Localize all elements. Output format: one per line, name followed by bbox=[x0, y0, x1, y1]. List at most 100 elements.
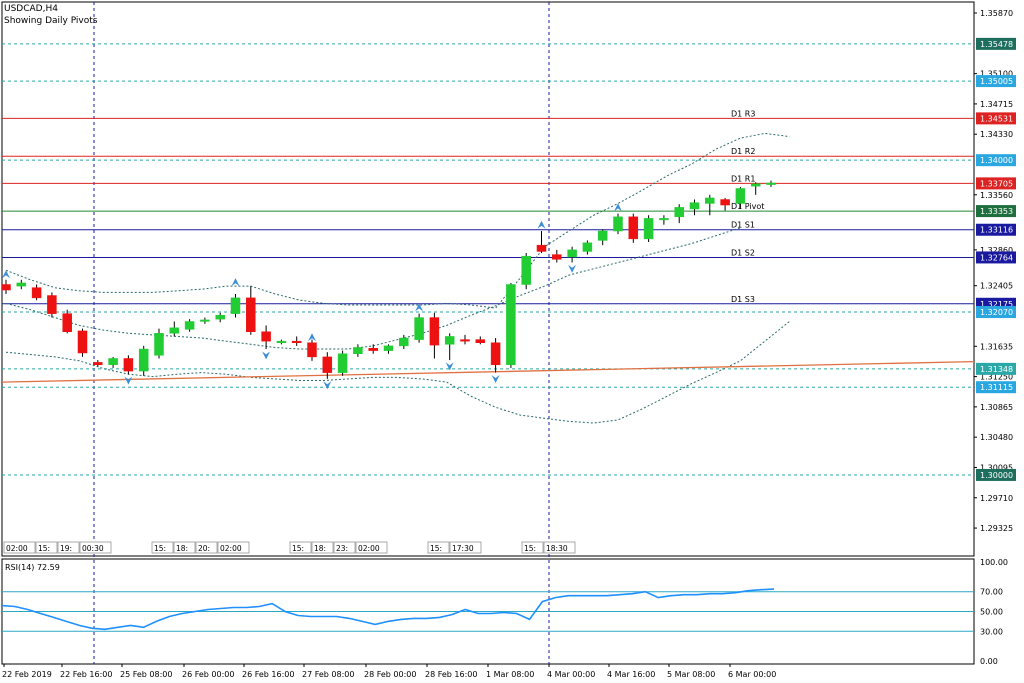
candle-body bbox=[567, 249, 577, 258]
candle-body bbox=[735, 188, 746, 204]
price-tag bbox=[976, 381, 1016, 394]
price-tag-label: 1.31348 bbox=[980, 365, 1013, 374]
price-tick-label: 1.31635 bbox=[980, 342, 1013, 351]
candle-body bbox=[475, 339, 486, 343]
price-tag-label: 1.31115 bbox=[980, 383, 1013, 392]
session-box bbox=[289, 541, 312, 554]
candle-body bbox=[674, 207, 684, 218]
candle-body bbox=[705, 197, 715, 204]
rsi-tick-label: 0.00 bbox=[980, 657, 998, 666]
fractal-down-icon bbox=[124, 376, 133, 385]
price-tick-label: 1.29710 bbox=[980, 494, 1013, 503]
candle-body bbox=[368, 348, 378, 351]
session-box-label: 02:00 bbox=[358, 544, 380, 553]
session-box-label: 15: bbox=[38, 544, 50, 553]
candle-body bbox=[169, 327, 180, 334]
candle-body bbox=[276, 340, 287, 343]
candle-body bbox=[613, 216, 623, 232]
candle-body bbox=[230, 297, 241, 314]
candle-body bbox=[597, 230, 608, 241]
indicator-caption: Showing Daily Pivots bbox=[4, 16, 98, 26]
session-box bbox=[427, 541, 450, 554]
pivot-label: D1 R1 bbox=[731, 174, 755, 183]
session-box-label: 02:00 bbox=[6, 544, 28, 553]
pivot-label: D1 S1 bbox=[731, 221, 755, 230]
fractal-down-icon bbox=[323, 381, 332, 390]
candle-body bbox=[307, 342, 317, 358]
session-box bbox=[195, 541, 218, 554]
price-tick-label: 1.30095 bbox=[980, 463, 1013, 472]
price-tag bbox=[976, 251, 1016, 264]
session-box-label: 18:30 bbox=[546, 544, 568, 553]
price-tag bbox=[976, 112, 1016, 125]
rsi-tick-label: 30.00 bbox=[980, 627, 1003, 636]
time-tick-label: 4 Mar 00:00 bbox=[547, 670, 595, 679]
candle-body bbox=[414, 317, 424, 340]
time-tick-label: 26 Feb 16:00 bbox=[242, 670, 294, 679]
symbol-title: USDCAD,H4 bbox=[4, 4, 58, 14]
pivot-label: D1 S2 bbox=[731, 248, 755, 257]
candle-body bbox=[460, 339, 470, 342]
lower-band-line bbox=[5, 321, 790, 424]
candle-body bbox=[291, 340, 302, 343]
candle-body bbox=[490, 342, 501, 366]
session-box-label: 15: bbox=[154, 544, 166, 553]
price-tick-label: 1.32405 bbox=[980, 282, 1013, 291]
session-box bbox=[79, 541, 112, 554]
candle-body bbox=[689, 202, 700, 210]
time-tick-label: 28 Feb 00:00 bbox=[364, 670, 416, 679]
session-box-label: 17:30 bbox=[452, 544, 474, 553]
price-tag bbox=[976, 154, 1016, 167]
price-tag-label: 1.35478 bbox=[980, 40, 1013, 49]
fractal-down-icon bbox=[445, 362, 454, 371]
session-box bbox=[57, 541, 80, 554]
pivot-label: D1 S3 bbox=[731, 295, 755, 304]
session-box bbox=[449, 541, 482, 554]
price-tick-label: 1.35100 bbox=[980, 70, 1013, 79]
time-tick-label: 1 Mar 08:00 bbox=[486, 670, 534, 679]
rsi-line bbox=[1, 588, 775, 631]
pivot-label: D1 R3 bbox=[731, 109, 755, 118]
price-tag bbox=[976, 75, 1016, 88]
candle-body bbox=[582, 242, 593, 252]
price-tick-label: 1.30480 bbox=[980, 433, 1013, 442]
price-tick-label: 1.33560 bbox=[980, 191, 1013, 200]
candle-body bbox=[93, 362, 103, 366]
fractal-up-icon bbox=[2, 270, 10, 279]
session-box-label: 19: bbox=[60, 544, 72, 553]
rsi-tick-label: 50.00 bbox=[980, 608, 1003, 617]
price-frame bbox=[1, 1, 975, 557]
candle-body bbox=[123, 358, 134, 372]
price-tag-label: 1.35005 bbox=[980, 77, 1013, 86]
candle-body bbox=[643, 218, 654, 240]
candle-body bbox=[353, 347, 363, 355]
price-tag bbox=[976, 37, 1016, 50]
candle-body bbox=[138, 348, 149, 372]
candle-body bbox=[766, 182, 776, 185]
fractal-up-icon bbox=[614, 203, 622, 212]
price-tick-label: 1.34330 bbox=[980, 130, 1013, 139]
candle-body bbox=[62, 313, 72, 332]
price-tag bbox=[976, 177, 1016, 190]
candle-body bbox=[552, 254, 562, 260]
session-box-label: 15: bbox=[430, 544, 442, 553]
candle-body bbox=[337, 353, 348, 373]
price-tag-label: 1.32175 bbox=[980, 300, 1013, 309]
session-box-label: 15: bbox=[524, 544, 536, 553]
session-box bbox=[311, 541, 334, 554]
candle-body bbox=[628, 216, 639, 240]
candle-body bbox=[154, 333, 164, 356]
middle-band-line bbox=[5, 227, 741, 350]
time-tick-label: 27 Feb 08:00 bbox=[302, 670, 354, 679]
candle-body bbox=[184, 321, 195, 330]
fractal-down-icon bbox=[491, 374, 500, 383]
fractal-down-icon bbox=[262, 351, 271, 360]
fractal-down-icon bbox=[568, 264, 577, 273]
session-box bbox=[151, 541, 174, 554]
session-box bbox=[173, 541, 196, 554]
candle-body bbox=[77, 330, 88, 354]
price-tag bbox=[976, 223, 1016, 236]
candle-body bbox=[750, 183, 761, 187]
time-tick-label: 28 Feb 16:00 bbox=[425, 670, 477, 679]
